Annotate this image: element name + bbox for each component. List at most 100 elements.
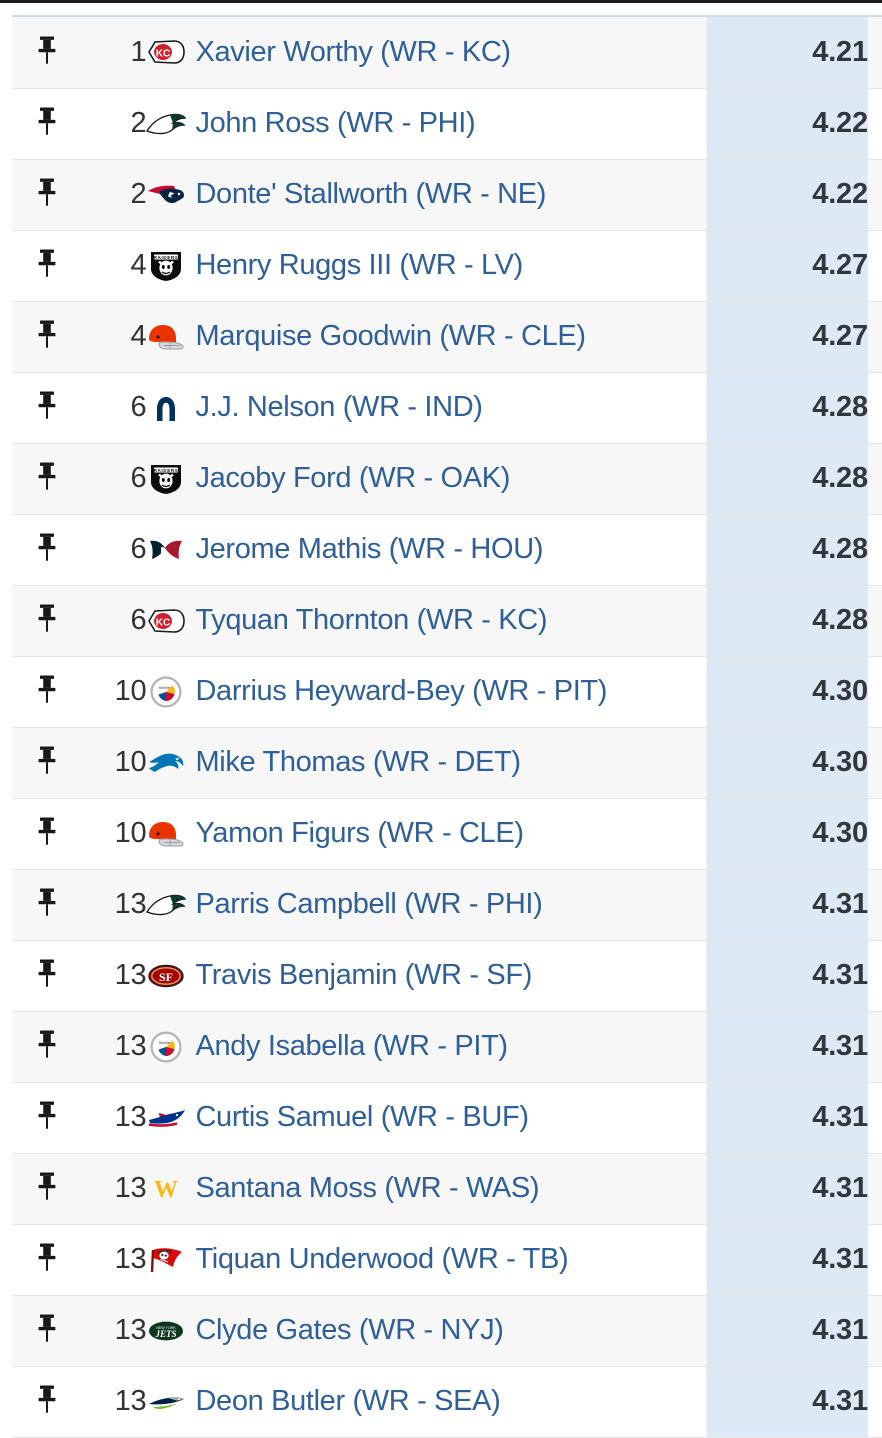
row-gutter — [867, 88, 882, 160]
table-row[interactable]: 4 Marquise Goodwin (WR - CLE) 4.27 — [12, 301, 882, 373]
pin-cell — [12, 1082, 83, 1154]
forty-yard-dash-value: 4.27 — [706, 230, 868, 302]
pushpin-icon[interactable] — [34, 1313, 60, 1343]
pushpin-icon[interactable] — [34, 177, 60, 207]
table-row[interactable]: 6 J.J. Nelson (WR - IND) 4.28 — [12, 372, 882, 444]
player-link[interactable]: Mike Thomas (WR - DET) — [195, 746, 521, 778]
pushpin-icon[interactable] — [34, 461, 60, 491]
pushpin-icon[interactable] — [34, 887, 60, 917]
table-row[interactable]: 13 W Santana Moss (WR - WAS) 4.31 — [12, 1153, 882, 1225]
table-row[interactable]: 4 RAIDERS Henry Ruggs III (WR - LV) 4.27 — [12, 230, 882, 302]
pin-cell — [12, 159, 83, 231]
player-link[interactable]: Tiquan Underwood (WR - TB) — [195, 1243, 569, 1275]
row-gutter — [867, 940, 882, 1012]
forty-yard-dash-value: 4.31 — [706, 940, 868, 1012]
forty-yard-dash-value: 4.31 — [706, 1295, 868, 1367]
pushpin-icon[interactable] — [34, 319, 60, 349]
pushpin-icon[interactable] — [34, 1242, 60, 1272]
player-link[interactable]: Jerome Mathis (WR - HOU) — [195, 533, 544, 565]
table-row[interactable]: 13 NEW YORK JETS Clyde Gates (WR - NYJ) … — [12, 1295, 882, 1367]
forty-yard-dash-value: 4.31 — [706, 1224, 868, 1296]
pushpin-icon[interactable] — [34, 816, 60, 846]
forty-yard-dash-value: 4.31 — [706, 1082, 868, 1154]
pin-cell — [12, 301, 83, 373]
table-row[interactable]: 13 Tiquan Underwood (WR - TB) 4.31 — [12, 1224, 882, 1296]
row-gutter — [867, 301, 882, 373]
table-row[interactable]: 2 Donte' Stallworth (WR - NE) 4.22 — [12, 159, 882, 231]
table-row[interactable]: 13 Parris Campbell (WR - PHI) 4.31 — [12, 869, 882, 941]
pushpin-icon[interactable] — [34, 603, 60, 633]
player-link[interactable]: Henry Ruggs III (WR - LV) — [195, 249, 523, 281]
pushpin-icon[interactable] — [34, 1171, 60, 1201]
rank-cell: 6 — [82, 372, 147, 444]
forty-yard-dash-value: 4.28 — [706, 443, 868, 515]
table-row[interactable]: 6 Jerome Mathis (WR - HOU) 4.28 — [12, 514, 882, 586]
pin-cell — [12, 656, 83, 728]
player-link[interactable]: Clyde Gates (WR - NYJ) — [195, 1314, 504, 1346]
pushpin-icon[interactable] — [34, 532, 60, 562]
player-link[interactable]: Deon Butler (WR - SEA) — [195, 1385, 501, 1417]
player-link[interactable]: Jacoby Ford (WR - OAK) — [195, 462, 511, 494]
pin-cell — [12, 514, 83, 586]
table-row[interactable]: 6 KC Tyquan Thornton (WR - KC) 4.28 — [12, 585, 882, 657]
player-link[interactable]: Xavier Worthy (WR - KC) — [195, 35, 511, 68]
table-row[interactable]: 10 Mike Thomas (WR - DET) 4.30 — [12, 727, 882, 799]
pushpin-icon[interactable] — [34, 35, 60, 65]
pushpin-icon[interactable] — [34, 106, 60, 136]
browser-chrome-strip — [0, 0, 882, 3]
rank-cell: 6 — [82, 585, 147, 657]
pin-cell — [12, 798, 83, 870]
row-gutter — [867, 1153, 882, 1225]
rank-cell: 6 — [82, 514, 147, 586]
table-row[interactable]: 10 Yamon Figurs (WR - CLE) 4.30 — [12, 798, 882, 870]
team-logo-icon: SF — [146, 959, 186, 993]
pushpin-icon[interactable] — [34, 390, 60, 420]
player-link[interactable]: Marquise Goodwin (WR - CLE) — [195, 320, 586, 352]
forty-yard-dash-value: 4.21 — [706, 17, 868, 89]
rank-cell: 13 — [82, 940, 147, 1012]
player-link[interactable]: Donte' Stallworth (WR - NE) — [195, 178, 547, 210]
table-row[interactable]: 10 Steelers Darrius Heyward-Bey (WR - PI… — [12, 656, 882, 728]
player-link[interactable]: Travis Benjamin (WR - SF) — [195, 959, 533, 991]
table-row[interactable]: 1 KC Xavier Worthy (WR - KC) 4.21 — [12, 17, 882, 89]
row-gutter — [867, 514, 882, 586]
player-link[interactable]: John Ross (WR - PHI) — [195, 107, 476, 139]
table-row[interactable]: 2 John Ross (WR - PHI) 4.22 — [12, 88, 882, 160]
table-row[interactable]: 13 Curtis Samuel (WR - BUF) 4.31 — [12, 1082, 882, 1154]
player-link[interactable]: Tyquan Thornton (WR - KC) — [195, 604, 548, 636]
pin-cell — [12, 1295, 83, 1367]
player-link[interactable]: Yamon Figurs (WR - CLE) — [195, 817, 524, 849]
pushpin-icon[interactable] — [34, 1384, 60, 1414]
svg-text:SF: SF — [159, 970, 173, 984]
pushpin-icon[interactable] — [34, 248, 60, 278]
player-link[interactable]: Parris Campbell (WR - PHI) — [195, 888, 543, 920]
player-link[interactable]: Darrius Heyward-Bey (WR - PIT) — [195, 675, 608, 707]
row-gutter — [867, 1011, 882, 1083]
pushpin-icon[interactable] — [34, 745, 60, 775]
player-link[interactable]: Andy Isabella (WR - PIT) — [195, 1030, 508, 1062]
rank-cell: 13 — [82, 869, 147, 941]
pushpin-icon[interactable] — [34, 1100, 60, 1130]
pushpin-icon[interactable] — [34, 674, 60, 704]
table-row[interactable]: 6 RAIDERS Jacoby Ford (WR - OAK) 4.28 — [12, 443, 882, 515]
svg-text:W: W — [154, 1177, 178, 1202]
pushpin-icon[interactable] — [34, 958, 60, 988]
player-cell: NEW YORK JETS Clyde Gates (WR - NYJ) — [146, 1295, 707, 1367]
player-link[interactable]: Curtis Samuel (WR - BUF) — [195, 1101, 529, 1133]
team-logo-icon — [146, 391, 186, 425]
player-link[interactable]: Santana Moss (WR - WAS) — [195, 1172, 540, 1204]
pushpin-icon[interactable] — [34, 1029, 60, 1059]
rank-cell: 13 — [82, 1153, 147, 1225]
team-logo-icon: Steelers — [146, 675, 186, 709]
rank-cell: 13 — [82, 1366, 147, 1438]
table-row[interactable]: 13 Steelers Andy Isabella (WR - PIT) 4.3… — [12, 1011, 882, 1083]
rank-cell: 13 — [82, 1224, 147, 1296]
pin-cell — [12, 443, 83, 515]
row-gutter — [867, 159, 882, 231]
table-row[interactable]: 13 Deon Butler (WR - SEA) 4.31 — [12, 1366, 882, 1438]
pin-cell — [12, 1224, 83, 1296]
table-row[interactable]: 13 SF Travis Benjamin (WR - SF) 4.31 — [12, 940, 882, 1012]
player-link[interactable]: J.J. Nelson (WR - IND) — [195, 391, 483, 423]
team-logo-icon: RAIDERS — [146, 249, 186, 283]
pin-cell — [12, 88, 83, 160]
